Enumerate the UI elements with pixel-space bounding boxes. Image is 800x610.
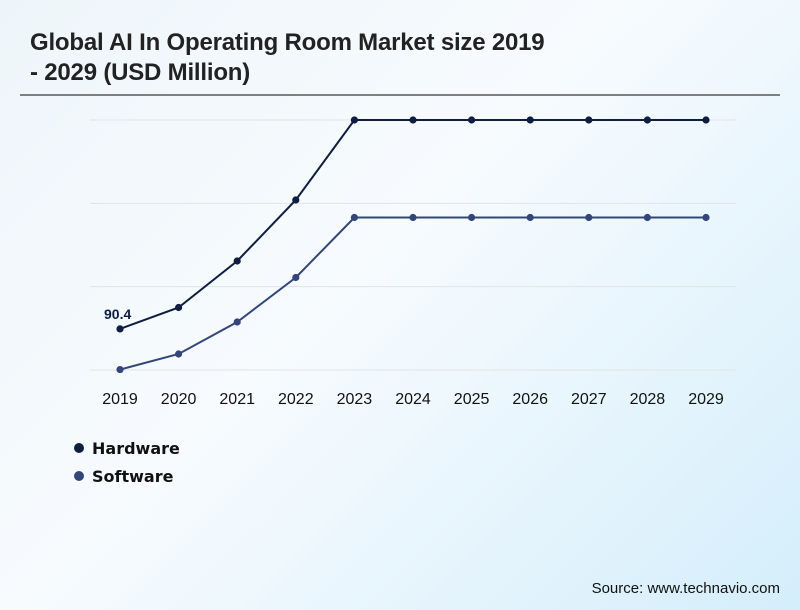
legend: Hardware Software <box>74 434 180 490</box>
title-divider <box>20 94 780 96</box>
data-point-software <box>175 350 183 358</box>
data-point-hardware <box>292 196 300 204</box>
data-point-software <box>409 213 417 222</box>
x-tick-label: 2020 <box>161 391 197 408</box>
data-point-software <box>233 318 241 326</box>
data-point-software <box>643 213 652 222</box>
x-tick-label: 2024 <box>395 391 431 408</box>
data-point-software <box>526 213 534 222</box>
data-point-hardware <box>526 116 534 124</box>
data-point-software <box>292 273 300 282</box>
source-note: Source: www.technavio.com <box>591 580 780 597</box>
chart-title-line-2: - 2029 (USD Million) <box>30 59 251 86</box>
x-tick-label: 2021 <box>219 391 255 408</box>
data-point-software <box>468 213 476 222</box>
data-point-software <box>702 213 710 222</box>
legend-label: Hardware <box>92 438 180 458</box>
legend-label: Software <box>92 466 174 486</box>
series-line-software <box>119 216 706 371</box>
x-tick-label: 2023 <box>337 391 373 408</box>
data-point-software <box>585 213 593 222</box>
data-label: 90.4 <box>104 306 131 322</box>
x-tick-label: 2025 <box>454 391 490 408</box>
data-point-hardware <box>116 325 124 333</box>
legend-item-software: Software <box>74 462 180 490</box>
legend-item-hardware: Hardware <box>74 434 180 462</box>
data-point-hardware <box>175 303 183 312</box>
x-tick-label: 2027 <box>571 391 607 408</box>
data-point-hardware <box>643 116 652 124</box>
chart-title: Global AI In Operating Room Market size … <box>30 28 710 88</box>
data-point-hardware <box>409 116 417 124</box>
data-point-hardware <box>702 116 710 124</box>
x-tick-label: 2028 <box>630 391 666 408</box>
series-line-hardware <box>119 119 706 330</box>
x-tick-label: 2019 <box>102 391 138 408</box>
data-point-software <box>116 365 124 374</box>
x-tick-label: 2022 <box>278 391 314 408</box>
x-tick-label: 2026 <box>512 391 548 408</box>
chart-title-line-1: Global AI In Operating Room Market size … <box>30 29 545 56</box>
data-point-hardware <box>468 116 476 124</box>
data-point-software <box>350 213 358 222</box>
data-point-hardware <box>350 116 358 124</box>
legend-marker-icon <box>74 443 84 453</box>
data-point-hardware <box>585 116 593 124</box>
x-tick-label: 2029 <box>688 391 724 408</box>
data-point-hardware <box>233 257 241 265</box>
legend-marker-icon <box>74 471 84 481</box>
